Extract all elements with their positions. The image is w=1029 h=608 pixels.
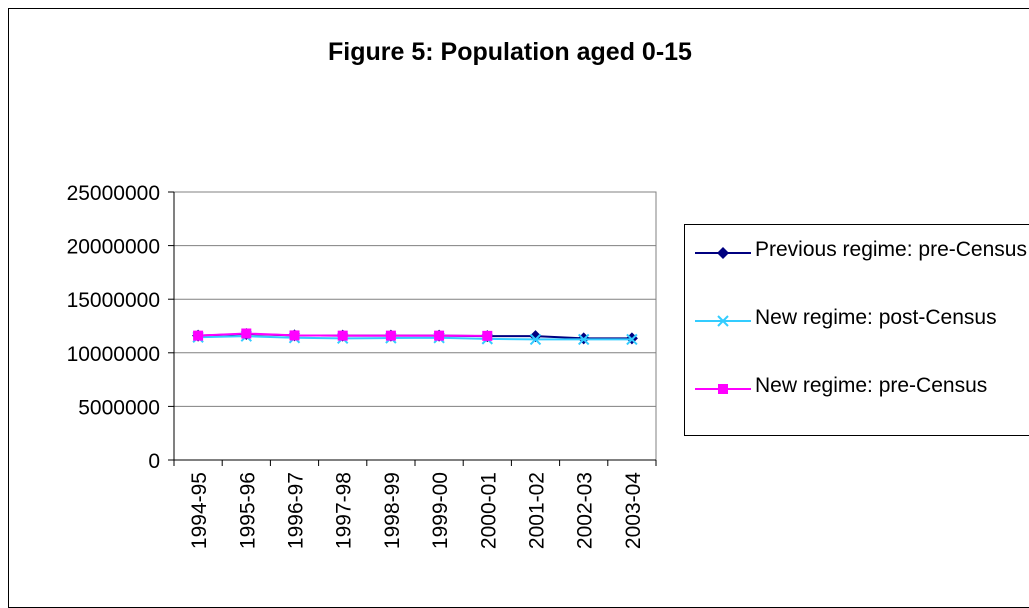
x-tick-label: 2001-02	[526, 472, 549, 549]
series-line	[198, 335, 632, 341]
data-point	[289, 330, 300, 341]
x-tick-label: 2003-04	[622, 472, 645, 549]
legend-label: New regime: post-Census	[755, 306, 997, 329]
data-point	[577, 333, 590, 346]
x-tick-label: 1998-99	[381, 472, 404, 549]
y-tick-label: 0	[148, 450, 160, 473]
data-point	[434, 330, 445, 341]
x-tick-label: 1997-98	[333, 472, 356, 549]
data-point	[241, 328, 252, 339]
y-tick-label: 10000000	[67, 343, 160, 366]
legend-entry-new-post-census: New regime: post-Census	[685, 303, 1029, 367]
x-tick-label: 2002-03	[574, 472, 597, 549]
x-tick-label: 2000-01	[477, 472, 500, 549]
data-point	[626, 333, 638, 346]
y-tick-label: 5000000	[78, 396, 160, 419]
legend: Previous regime: pre-Census New regime: …	[684, 224, 1029, 436]
data-point	[193, 330, 204, 341]
x-tick-label: 1995-96	[236, 472, 259, 549]
legend-swatch-square	[695, 384, 751, 394]
line-chart: 0 5000000 10000000 15000000 20000000 25000000…	[67, 182, 657, 549]
x-tick-label: 1996-97	[285, 472, 308, 549]
y-tick-label: 20000000	[67, 236, 160, 259]
legend-swatch-diamond	[695, 247, 751, 259]
data-point	[529, 333, 542, 346]
plot-area	[173, 191, 657, 461]
chart-title: Figure 5: Population aged 0-15	[328, 38, 692, 66]
y-tick-label: 25000000	[67, 182, 160, 205]
data-point	[337, 330, 348, 341]
legend-label: Previous regime: pre-Census	[755, 238, 1027, 261]
series-2	[193, 328, 493, 341]
y-axis: 0 5000000 10000000 15000000 20000000 25000000	[67, 182, 175, 473]
legend-swatch-x	[695, 315, 751, 327]
data-point	[482, 330, 493, 341]
x-tick-label: 1994-95	[188, 472, 211, 549]
grid-lines	[174, 191, 656, 407]
x-axis: 1994-95 1995-96 1996-97 1997-98 1998-99 1999-…	[173, 459, 657, 549]
data-point	[385, 330, 396, 341]
legend-label: New regime: pre-Census	[755, 374, 988, 397]
legend-entry-new-pre-census: New regime: pre-Census	[685, 371, 1029, 435]
legend-entry-previous-pre-census: Previous regime: pre-Census	[685, 235, 1029, 299]
series-group	[192, 328, 638, 346]
x-tick-label: 1999-00	[429, 472, 452, 549]
y-tick-label: 15000000	[67, 289, 160, 312]
